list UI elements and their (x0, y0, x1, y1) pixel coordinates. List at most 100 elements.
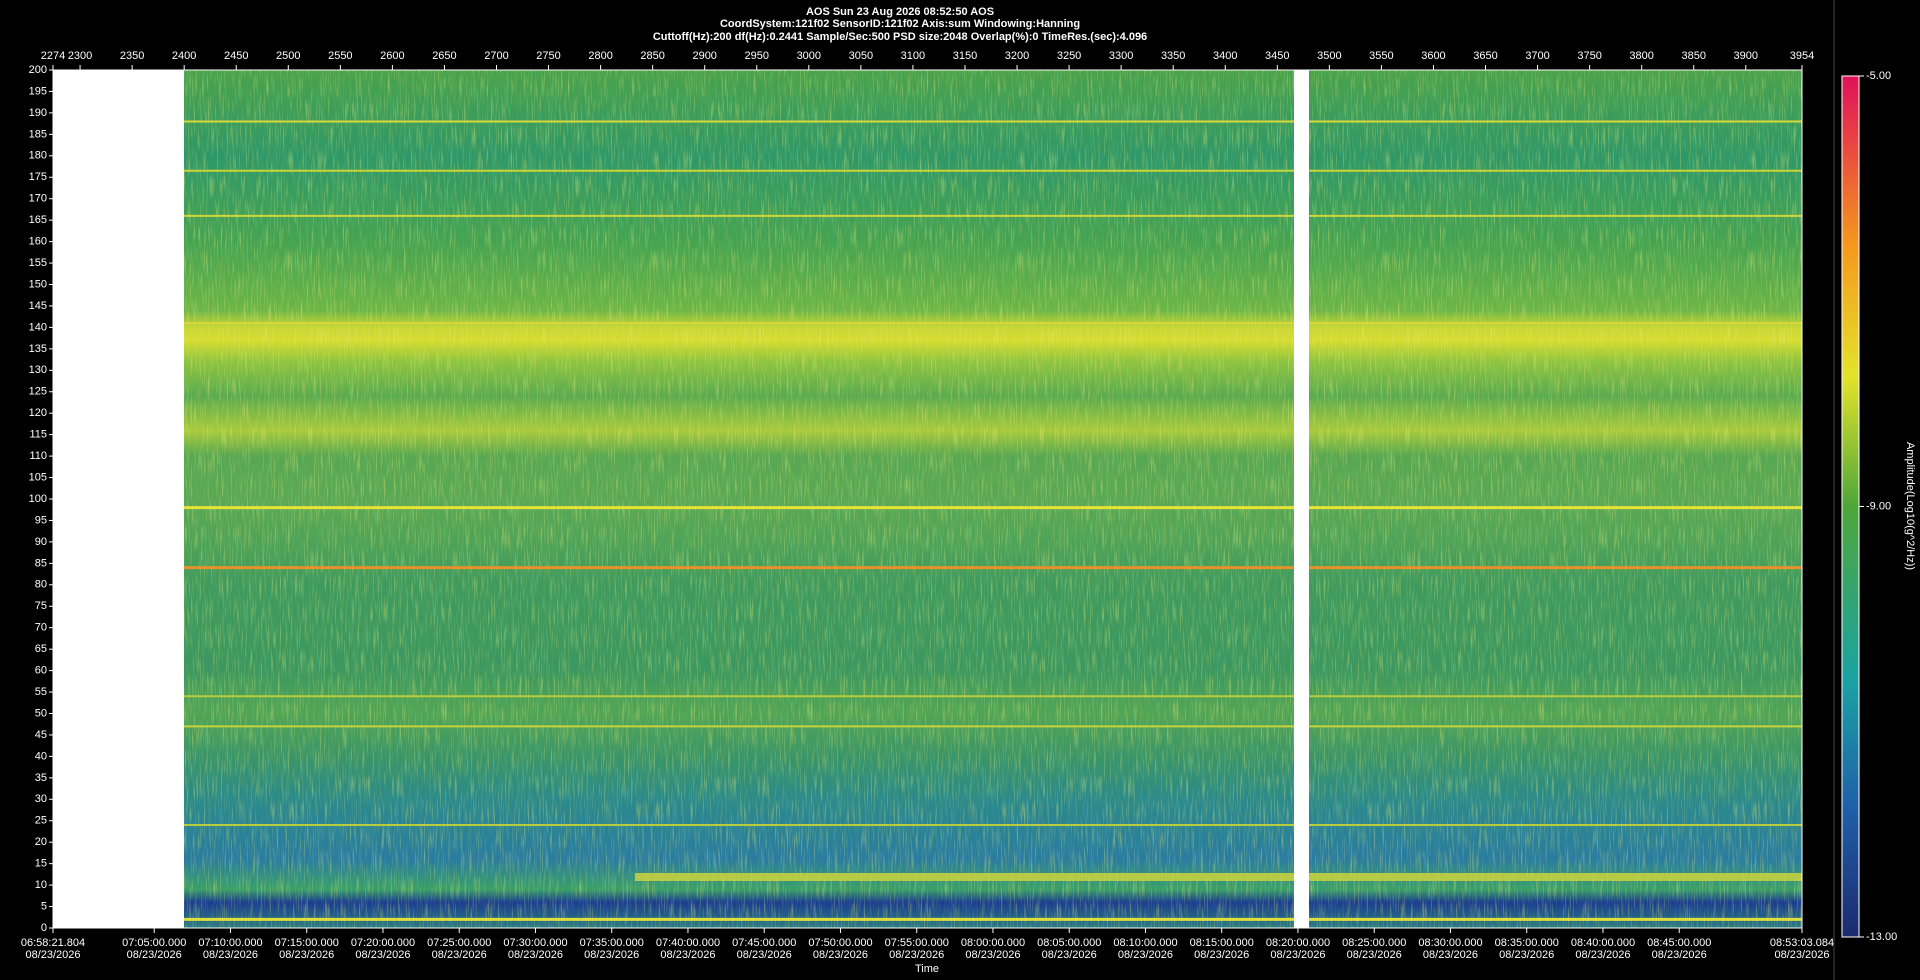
y-tick-label: 175 (29, 171, 47, 183)
date-tick-label: 08/23/2026 (1499, 949, 1554, 961)
x-top-tick-label: 3850 (1681, 50, 1705, 62)
x-top-tick-label: 2800 (588, 50, 612, 62)
header: AOS Sun 23 Aug 2026 08:52:50 AOS CoordSy… (653, 6, 1147, 43)
y-tick-label: 25 (35, 815, 47, 827)
y-tick-label: 100 (29, 493, 47, 505)
date-tick-label: 08/23/2026 (1118, 949, 1173, 961)
x-top-tick-label: 2750 (536, 50, 560, 62)
y-tick-label: 55 (35, 686, 47, 698)
date-tick-label: 08/23/2026 (432, 949, 487, 961)
y-tick-label: 85 (35, 557, 47, 569)
x-top-tick-label: 2300 (68, 50, 92, 62)
y-tick-label: 30 (35, 793, 47, 805)
y-tick-label: 120 (29, 407, 47, 419)
time-tick-label: 08:15:00.000 (1190, 937, 1254, 949)
time-tick-label: 07:15:00.000 (275, 937, 339, 949)
y-tick-label: 165 (29, 214, 47, 226)
x-top-tick-label: 3900 (1734, 50, 1758, 62)
date-tick-label: 08/23/2026 (25, 949, 80, 961)
x-top-tick-label: 2950 (745, 50, 769, 62)
y-tick-label: 35 (35, 772, 47, 784)
y-tick-label: 80 (35, 579, 47, 591)
x-top-tick-label: 3750 (1577, 50, 1601, 62)
date-tick-label: 08/23/2026 (279, 949, 334, 961)
y-tick-label: 180 (29, 150, 47, 162)
time-tick-label: 08:05:00.000 (1037, 937, 1101, 949)
no-data-region (53, 70, 184, 928)
y-tick-label: 40 (35, 750, 47, 762)
x-top-tick-label: 3500 (1317, 50, 1341, 62)
header-title: AOS Sun 23 Aug 2026 08:52:50 AOS (806, 6, 994, 18)
date-tick-label: 08/23/2026 (813, 949, 868, 961)
time-tick-label: 08:20:00.000 (1266, 937, 1330, 949)
x-top-tick-label: 2650 (432, 50, 456, 62)
time-tick-label: 08:45:00.000 (1647, 937, 1711, 949)
colorbar-tick-label: -9.00 (1866, 500, 1891, 512)
time-tick-label: 06:58:21.804 (21, 937, 85, 949)
time-tick-label: 07:25:00.000 (427, 937, 491, 949)
x-top-tick-label: 2900 (692, 50, 716, 62)
time-tick-label: 07:40:00.000 (656, 937, 720, 949)
y-tick-label: 125 (29, 386, 47, 398)
date-tick-label: 08/23/2026 (127, 949, 182, 961)
y-tick-label: 170 (29, 193, 47, 205)
date-tick-label: 08/23/2026 (1423, 949, 1478, 961)
time-tick-label: 07:20:00.000 (351, 937, 415, 949)
x-top-tick-label: 3300 (1109, 50, 1133, 62)
colorbar-tick-label: -13.00 (1866, 931, 1897, 943)
y-tick-label: 65 (35, 643, 47, 655)
date-tick-label: 08/23/2026 (965, 949, 1020, 961)
y-tick-label: 135 (29, 343, 47, 355)
time-tick-label: 08:10:00.000 (1113, 937, 1177, 949)
y-tick-label: 115 (29, 429, 47, 441)
header-info: CoordSystem:121f02 SensorID:121f02 Axis:… (720, 18, 1080, 30)
x-top-tick-label: 3400 (1213, 50, 1237, 62)
x-top-tick-label: 3200 (1005, 50, 1029, 62)
spectral-lines (53, 120, 1802, 921)
date-tick-label: 08/23/2026 (1652, 949, 1707, 961)
x-top-tick-label: 2550 (328, 50, 352, 62)
x-top-tick-label: 3000 (797, 50, 821, 62)
time-tick-label: 07:50:00.000 (808, 937, 872, 949)
time-tick-label: 08:00:00.000 (961, 937, 1025, 949)
x-top-tick-label: 2600 (380, 50, 404, 62)
x-top-tick-label: 3600 (1421, 50, 1445, 62)
x-top-tick-label: 3800 (1629, 50, 1653, 62)
no-data-gap (1294, 70, 1309, 928)
x-top-tick-label: 2274 (41, 50, 65, 62)
x-top-tick-label: 2850 (640, 50, 664, 62)
time-tick-label: 08:40:00.000 (1571, 937, 1635, 949)
y-tick-label: 150 (29, 278, 47, 290)
date-tick-label: 08/23/2026 (1270, 949, 1325, 961)
x-top-tick-label: 2450 (224, 50, 248, 62)
x-top-tick-label: 3700 (1525, 50, 1549, 62)
y-tick-label: 20 (35, 836, 47, 848)
x-top-tick-label: 2400 (172, 50, 196, 62)
date-tick-label: 08/23/2026 (889, 949, 944, 961)
x-axis-label: Time (915, 963, 939, 975)
y-tick-label: 90 (35, 536, 47, 548)
y-tick-label: 0 (41, 922, 47, 934)
colorbar-tick-label: -5.00 (1866, 70, 1891, 82)
y-tick-label: 200 (29, 64, 47, 76)
date-tick-label: 08/23/2026 (1347, 949, 1402, 961)
x-top-tick-label: 3100 (901, 50, 925, 62)
time-tick-label: 07:10:00.000 (198, 937, 262, 949)
time-tick-label: 07:45:00.000 (732, 937, 796, 949)
y-tick-label: 70 (35, 622, 47, 634)
y-tick-label: 75 (35, 600, 47, 612)
date-tick-label: 08/23/2026 (508, 949, 563, 961)
x-top-tick-label: 2350 (120, 50, 144, 62)
time-tick-label: 08:35:00.000 (1495, 937, 1559, 949)
x-top-tick-label: 3250 (1057, 50, 1081, 62)
date-tick-label: 08/23/2026 (1194, 949, 1249, 961)
y-tick-label: 45 (35, 729, 47, 741)
y-tick-label: 15 (35, 858, 47, 870)
header-info: Cuttoff(Hz):200 df(Hz):0.2441 Sample/Sec… (653, 31, 1147, 43)
y-tick-label: 60 (35, 665, 47, 677)
x-top-tick-label: 3450 (1265, 50, 1289, 62)
y-tick-label: 105 (29, 471, 47, 483)
y-tick-label: 5 (41, 900, 47, 912)
colorbar-label: Amplitude(Log10(g^2/Hz)) (1904, 442, 1916, 570)
